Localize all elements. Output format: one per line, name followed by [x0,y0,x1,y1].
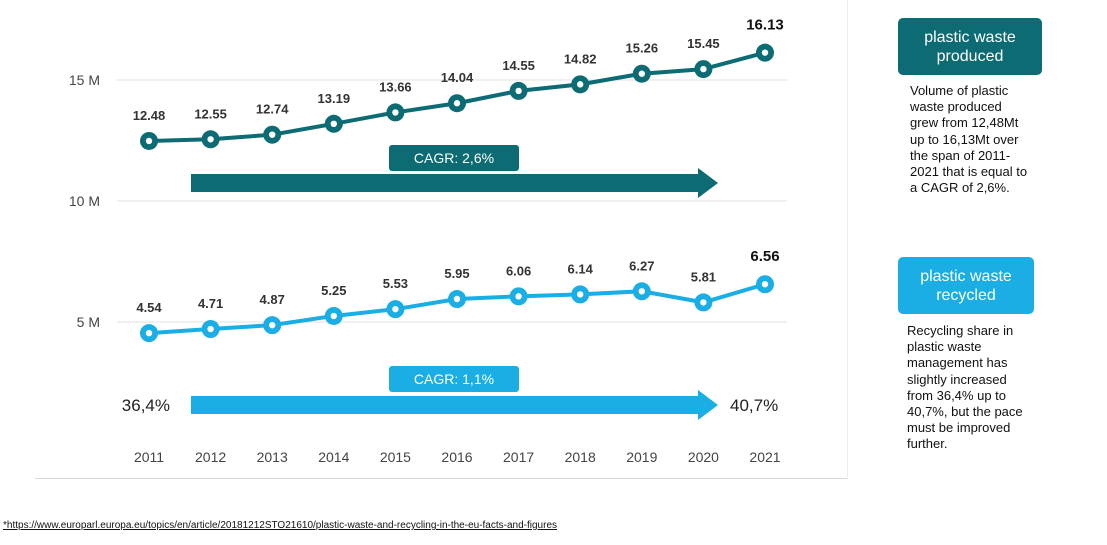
chart-right-border [847,0,848,479]
data-point-center [269,321,276,329]
y-tick-label: 15 M [69,72,100,88]
produced-title: plastic waste produced [924,28,1016,65]
produced-title-card: plastic waste produced [898,18,1042,75]
data-point-center [330,120,337,128]
x-tick-label: 2012 [195,449,226,465]
source-link[interactable]: *https://www.europarl.europa.eu/topics/e… [3,520,557,531]
chart-bottom-border [35,478,847,479]
data-point-center [392,305,399,313]
data-point-center [269,131,276,138]
produced-cagr-box [389,145,519,171]
x-tick-label: 2015 [380,449,411,465]
recycled-title-card: plastic waste recycled [898,257,1034,314]
x-tick-label: 2017 [503,449,534,465]
y-tick-label: 5 M [77,314,100,330]
data-label: 14.55 [502,58,535,73]
recycled-cagr-box [389,366,519,392]
produced-cagr-arrow-head [698,168,718,198]
produced-cagr-arrow-shaft [191,174,698,192]
data-label: 13.66 [379,79,412,94]
recycled-cagr-arrow-shaft [191,396,698,414]
data-point-center [207,325,214,333]
data-point-center [145,137,153,145]
x-tick-label: 2021 [749,449,780,465]
data-label: 15.26 [626,41,659,56]
data-label: 14.04 [441,70,474,85]
recycled-title: plastic waste recycled [920,267,1012,304]
data-label: 12.74 [256,102,289,117]
chart-area: 15 M 10 M 5 M 2011 2012 2013 2014 2015 2016 2017 2… [69,17,787,465]
x-tick-label: 2014 [318,449,349,465]
data-point-center [577,81,584,88]
data-label: 5.53 [383,276,408,291]
data-label: 15.45 [687,36,720,51]
data-point-center [392,109,399,116]
data-label: 4.71 [198,296,223,311]
data-point-center [207,136,214,143]
data-point-center [515,87,522,95]
x-tick-label: 2011 [134,449,164,465]
data-label: 13.19 [318,91,351,106]
data-label: 14.82 [564,51,597,66]
recycled-cagr-arrow-head [698,390,718,420]
data-point-center [761,281,769,288]
data-point-center [453,100,461,107]
data-point-center [145,329,153,337]
data-label: 6.56 [750,248,779,265]
data-point-center [638,288,645,295]
data-point-center [515,293,522,300]
x-tick-label: 2020 [688,449,719,465]
x-tick-label: 2016 [441,449,472,465]
data-label: 6.06 [506,263,531,278]
recycling-share-end: 40,7% [730,396,778,415]
data-label: 12.55 [194,106,227,121]
data-label: 6.14 [568,261,594,276]
data-point-center [577,291,584,298]
data-label: 6.27 [629,258,654,273]
data-label: 16.13 [746,17,784,34]
x-tick-label: 2013 [257,449,288,465]
data-label: 4.87 [260,292,285,307]
x-tick-label: 2019 [626,449,657,465]
y-tick-label: 10 M [69,193,100,209]
data-label: 5.25 [321,283,346,298]
data-label: 4.54 [136,300,162,315]
recycling-share-start: 36,4% [122,396,170,415]
data-label: 5.95 [444,266,469,281]
data-point-center [761,49,769,56]
data-point-center [638,70,645,77]
produced-description: Volume of plastic waste produced grew fr… [910,83,1028,196]
data-point-center [330,312,337,320]
data-label: 5.81 [691,269,716,284]
data-point-center [700,299,707,306]
recycled-cagr-label: CAGR: 1,1% [414,371,494,387]
data-label: 12.48 [133,108,166,123]
data-point-center [453,295,461,303]
produced-cagr-label: CAGR: 2,6% [414,150,494,166]
data-point-center [700,65,707,73]
x-tick-label: 2018 [565,449,596,465]
recycled-description: Recycling share in plastic waste managem… [907,323,1023,452]
line-chart: 15 M 10 M 5 M 2011 2012 2013 2014 2015 2016 2017 2… [69,17,787,465]
